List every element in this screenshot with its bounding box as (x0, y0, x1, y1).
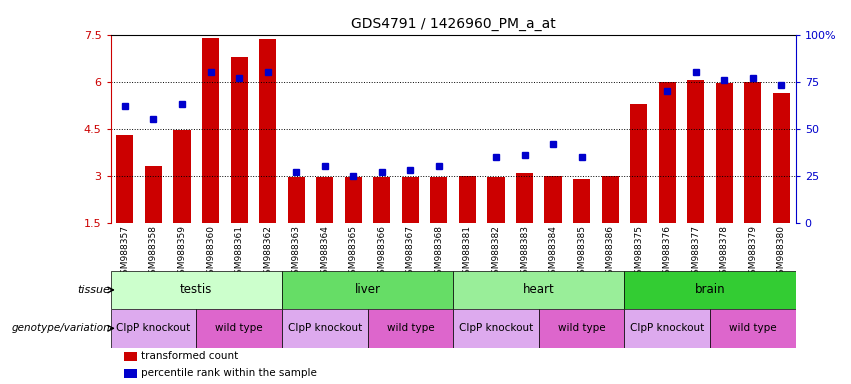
Text: ClpP knockout: ClpP knockout (630, 323, 705, 333)
Bar (716, 83, 733, 223)
Bar (745, 82, 762, 223)
Bar (602, 176, 619, 223)
Bar (282, 309, 368, 348)
Text: wild type: wild type (386, 323, 434, 333)
Bar (453, 271, 625, 309)
Bar (368, 309, 453, 348)
Bar (124, 369, 137, 378)
Text: percentile rank within the sample: percentile rank within the sample (141, 368, 317, 378)
Bar (117, 135, 134, 223)
Bar (545, 176, 562, 223)
Bar (288, 177, 305, 223)
Bar (625, 309, 710, 348)
Bar (202, 38, 219, 223)
Bar (459, 176, 476, 223)
Text: liver: liver (355, 283, 380, 296)
Bar (317, 177, 334, 223)
Bar (659, 82, 676, 223)
Bar (259, 39, 277, 223)
Bar (345, 177, 362, 223)
Bar (625, 271, 796, 309)
Bar (174, 130, 191, 223)
Bar (573, 179, 591, 223)
Text: heart: heart (523, 283, 555, 296)
Bar (710, 309, 796, 348)
Bar (773, 93, 790, 223)
Bar (402, 177, 419, 223)
Text: ClpP knockout: ClpP knockout (459, 323, 533, 333)
Bar (688, 80, 705, 223)
Bar (516, 172, 533, 223)
Text: brain: brain (694, 283, 725, 296)
Bar (111, 309, 197, 348)
Bar (539, 309, 625, 348)
Text: wild type: wild type (215, 323, 263, 333)
Text: ClpP knockout: ClpP knockout (288, 323, 362, 333)
Bar (111, 271, 282, 309)
Bar (374, 177, 391, 223)
Bar (124, 352, 137, 361)
Bar (231, 56, 248, 223)
Text: tissue: tissue (77, 285, 111, 295)
Bar (282, 271, 454, 309)
Bar (488, 177, 505, 223)
Text: ClpP knockout: ClpP knockout (117, 323, 191, 333)
Text: wild type: wild type (557, 323, 605, 333)
Text: genotype/variation: genotype/variation (12, 323, 111, 333)
Text: testis: testis (180, 283, 213, 296)
Bar (145, 166, 162, 223)
Title: GDS4791 / 1426960_PM_a_at: GDS4791 / 1426960_PM_a_at (351, 17, 556, 31)
Text: transformed count: transformed count (141, 351, 239, 361)
Text: wild type: wild type (729, 323, 777, 333)
Bar (197, 309, 282, 348)
Bar (431, 177, 448, 223)
Bar (630, 104, 648, 223)
Bar (453, 309, 539, 348)
